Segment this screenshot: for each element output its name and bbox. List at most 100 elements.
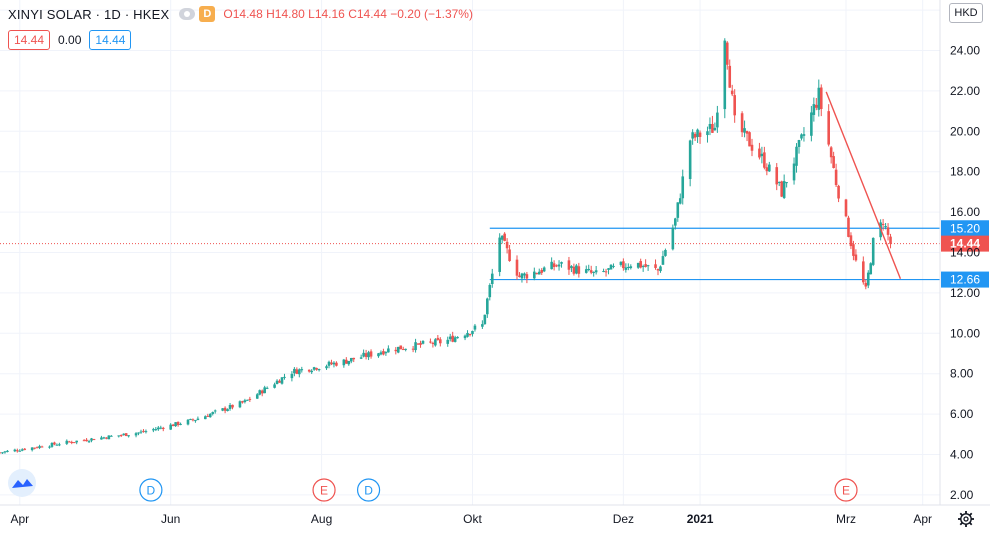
candle-body [862, 261, 865, 283]
candle-body [38, 446, 41, 448]
candle-body [446, 339, 450, 344]
gear-icon[interactable] [957, 510, 975, 528]
candle-body [226, 409, 229, 412]
candle-body [725, 42, 729, 65]
candle-body [550, 261, 553, 270]
candle-body [508, 249, 511, 262]
candle-body [866, 272, 870, 286]
candle-body [466, 332, 469, 337]
candle-body [760, 153, 764, 157]
candle-body [503, 233, 506, 241]
candle-body [307, 369, 311, 372]
high-key: H [266, 7, 275, 21]
candle-body [716, 112, 719, 128]
last-price-label-box [941, 235, 989, 252]
candle-body [763, 152, 766, 168]
candle-body [584, 269, 588, 273]
candle-body [636, 262, 640, 268]
candle-body [396, 346, 400, 353]
low-key: L [308, 7, 315, 21]
candle-body [641, 266, 645, 268]
candle-body [223, 407, 227, 411]
symbol-title[interactable]: XINYI SOLAR · 1D · HKEX [8, 6, 170, 22]
candle-body [379, 352, 383, 355]
candle-body [107, 435, 111, 440]
candle-body [387, 348, 390, 353]
candle-body [255, 394, 259, 399]
candle-body [792, 163, 796, 181]
candle-body [35, 447, 39, 449]
horizontal-levels[interactable]: 15.20 12.66 14.44 [0, 220, 989, 288]
time-tick-label: 2021 [687, 512, 714, 526]
candle-body [295, 369, 299, 374]
candle-body [622, 261, 625, 269]
candle-body [864, 282, 868, 287]
price-tick-label: 6.00 [950, 407, 974, 421]
candle-body [456, 337, 459, 339]
candle-body [486, 298, 489, 315]
candle-body [750, 144, 754, 151]
candle-body [87, 441, 91, 443]
price-tick-label: 24.00 [950, 44, 980, 58]
level-label-box [941, 271, 989, 288]
candle-body [624, 267, 628, 270]
candle-body [713, 127, 717, 131]
time-axis[interactable]: Apr Jun Aug Okt Dez 2021 Mrz Apr [0, 504, 990, 526]
candle-body [656, 269, 660, 271]
candle-body [347, 360, 351, 365]
candle-body [661, 256, 665, 265]
candle-body [693, 133, 697, 138]
candle-body [852, 244, 855, 256]
candle-body [711, 123, 714, 133]
candle-body [664, 249, 667, 256]
candle-body [723, 40, 727, 110]
price-input-box[interactable]: 14.44 [8, 30, 51, 50]
candle-body [30, 447, 34, 451]
candle-body [293, 368, 296, 374]
candle-body [310, 370, 313, 373]
candle-body [800, 134, 803, 139]
candle-body [602, 271, 605, 273]
price-tick-label: 14.00 [950, 246, 980, 260]
candle-body [117, 435, 121, 437]
candle-body [55, 444, 59, 446]
eye-icon[interactable] [179, 8, 196, 20]
candle-body [186, 419, 190, 425]
dividend-marker [356, 478, 381, 502]
candle-body [3, 451, 7, 453]
candle-body [134, 433, 138, 436]
candle-body [451, 335, 454, 342]
candle-body [16, 450, 19, 452]
price-tick-label: 8.00 [950, 367, 974, 381]
candle-body [886, 227, 890, 235]
candle-body [384, 352, 388, 354]
candle-body [629, 266, 633, 269]
candle-body [777, 181, 781, 183]
candle-body [33, 447, 36, 449]
candle-body [471, 330, 474, 335]
candle-body [325, 366, 328, 369]
candle-body [815, 104, 818, 108]
candle-body [448, 336, 452, 340]
candle-body [248, 398, 252, 400]
trend-line[interactable] [825, 91, 902, 280]
price-axis[interactable]: 2.00 4.00 6.00 8.00 10.00 12.00 14.00 16.00 18.0… [939, 0, 980, 505]
candle-body [359, 357, 363, 359]
candle-body [102, 437, 106, 439]
candle-body [498, 237, 501, 272]
tradingview-logo-icon[interactable] [8, 469, 36, 497]
candle-body [327, 361, 331, 366]
candle-body [483, 314, 487, 325]
price-input-box-blue[interactable]: 14.44 [89, 30, 132, 50]
candle-body [394, 349, 398, 352]
candle-body [119, 435, 123, 437]
currency-button[interactable]: HKD [949, 3, 983, 23]
last-price-label: 14.44 [950, 237, 980, 251]
candle-body [592, 271, 595, 273]
candle-body [154, 429, 158, 431]
interval-badge[interactable]: D [199, 6, 216, 22]
candle-body [832, 156, 835, 168]
candle-body [142, 430, 145, 432]
